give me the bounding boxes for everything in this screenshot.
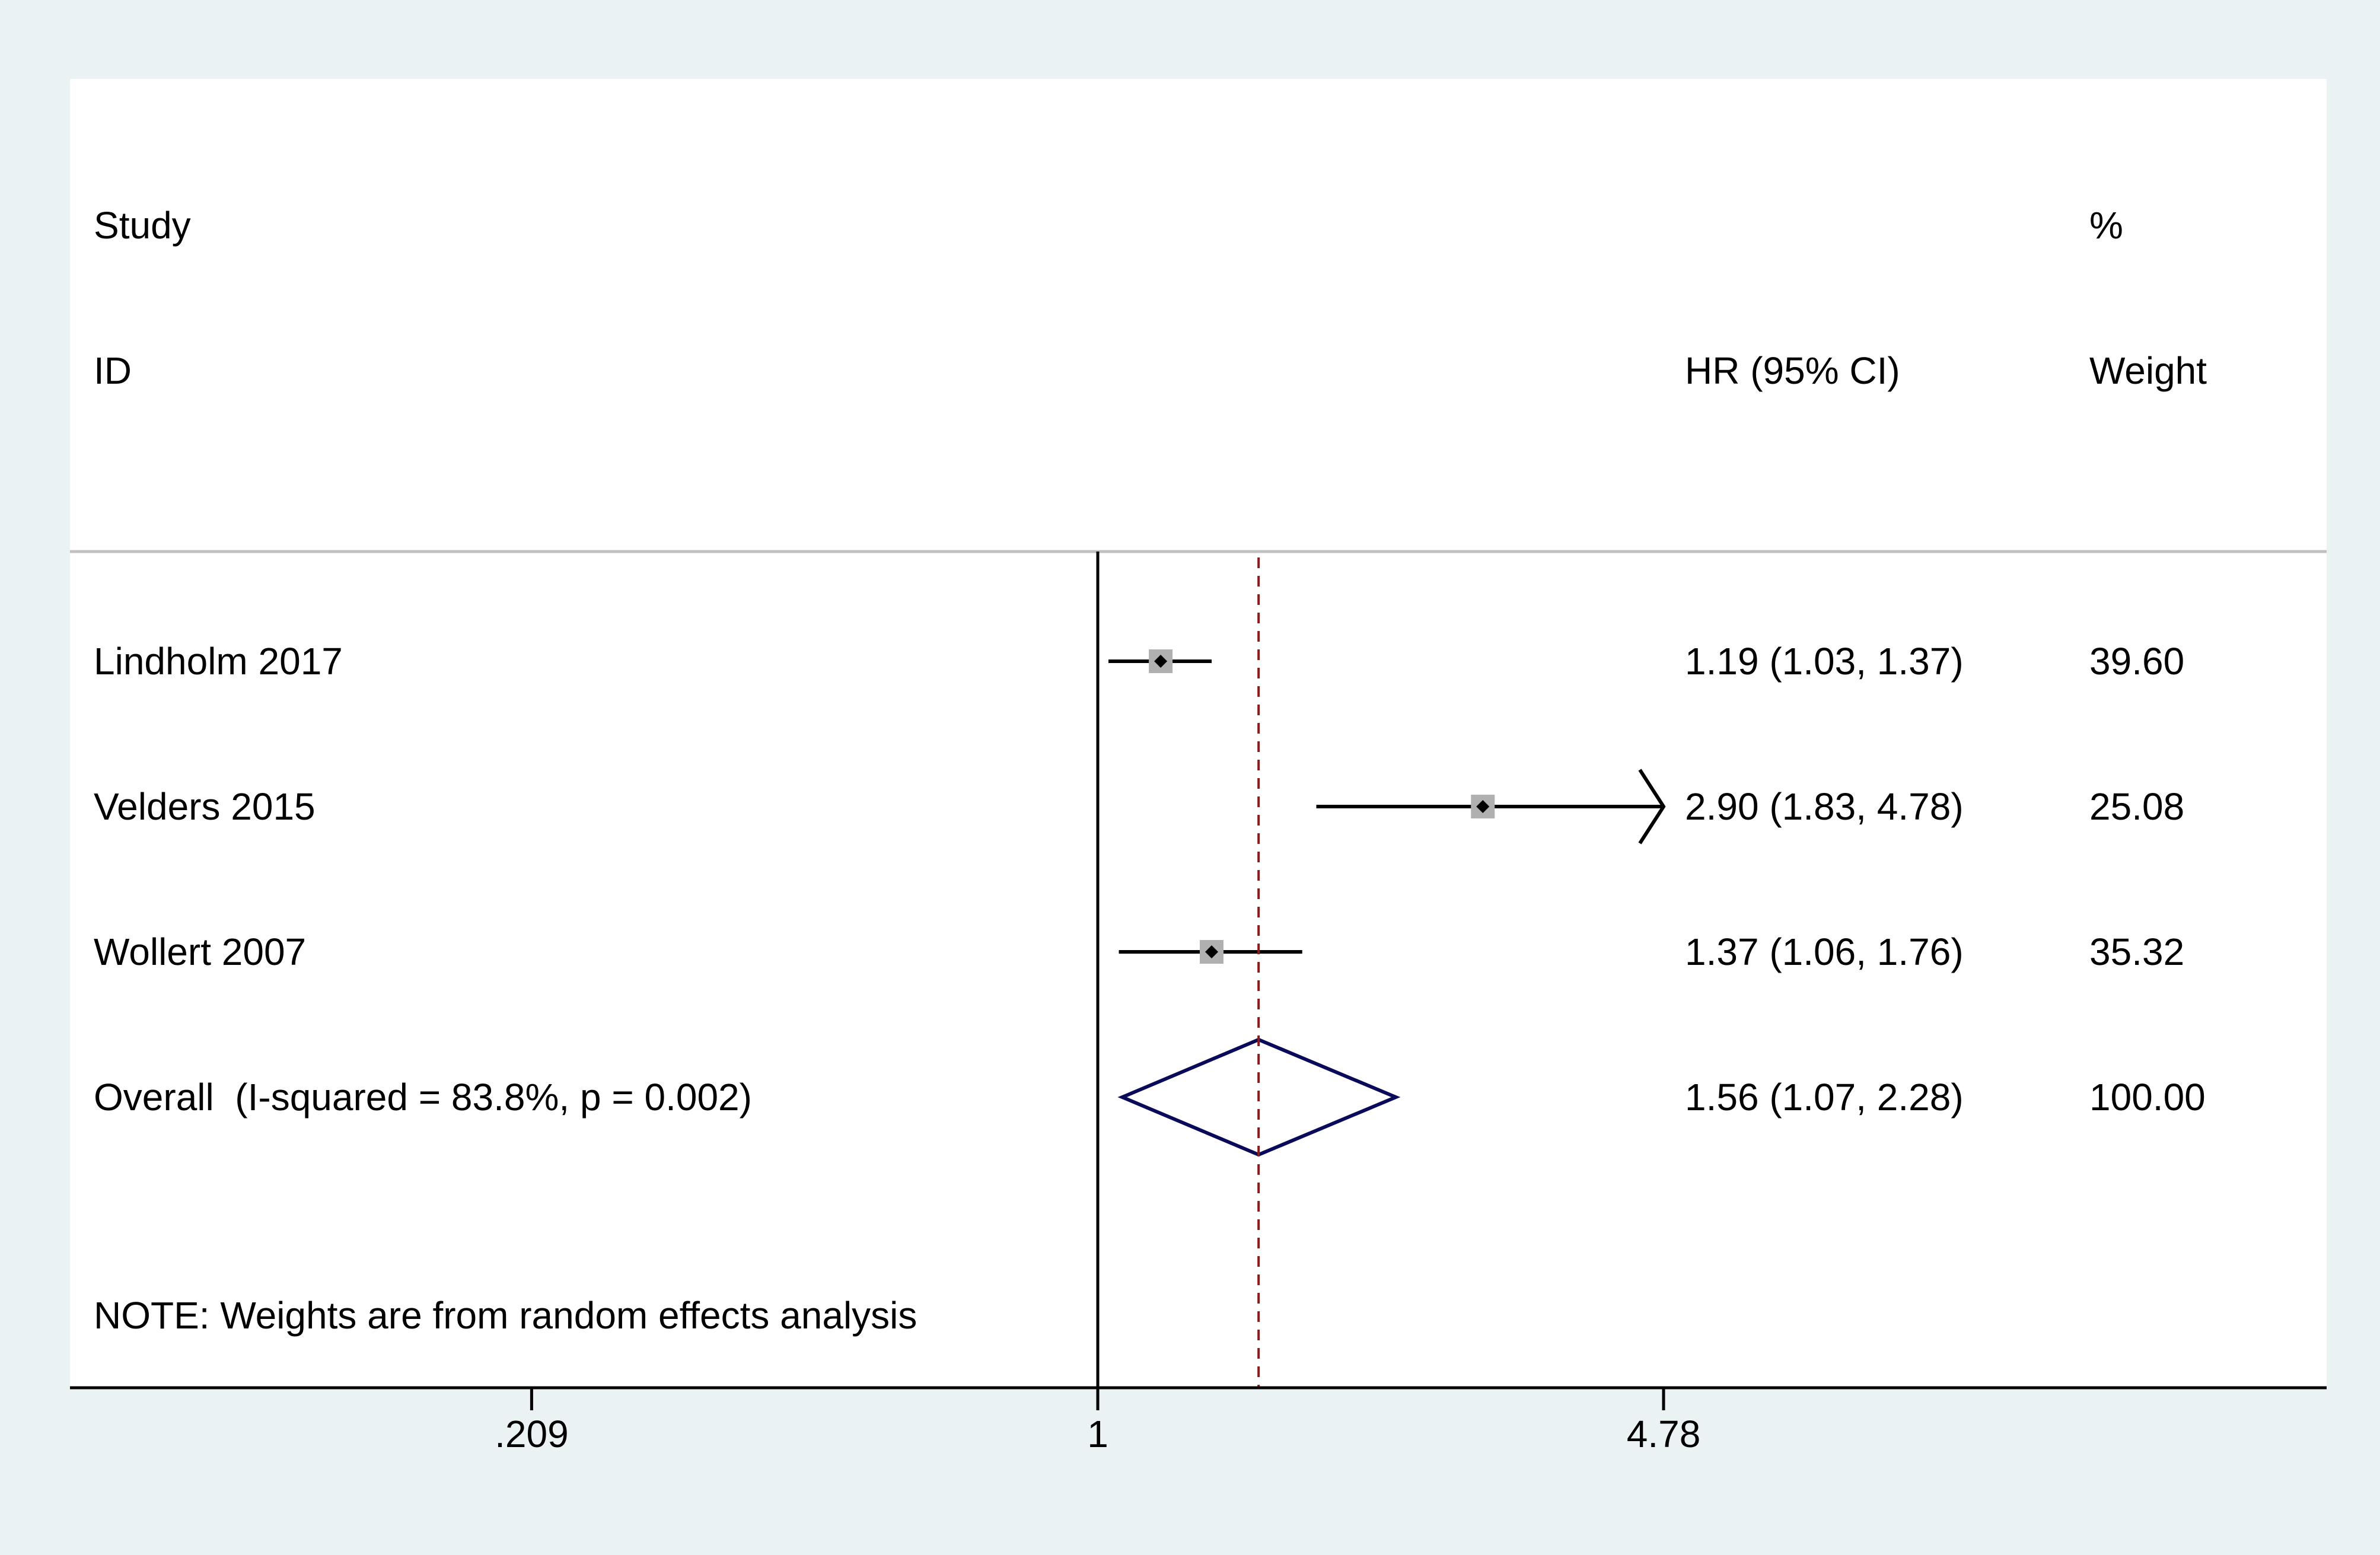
x-tick-label: .209 bbox=[495, 1413, 569, 1455]
x-tick-label: 1 bbox=[1087, 1413, 1108, 1455]
study-weight: 35.32 bbox=[2089, 931, 2184, 973]
header-id: ID bbox=[94, 349, 132, 392]
overall-hr-ci: 1.56 (1.07, 2.28) bbox=[1685, 1076, 1964, 1119]
study-weight: 25.08 bbox=[2089, 785, 2184, 828]
study-hr-ci: 2.90 (1.83, 4.78) bbox=[1685, 785, 1964, 828]
header-study: Study bbox=[94, 204, 191, 247]
study-label: Velders 2015 bbox=[94, 785, 316, 828]
study-weight: 39.60 bbox=[2089, 640, 2184, 683]
ci-arrow bbox=[1638, 769, 1666, 845]
study-row: Wollert 2007 1.37 (1.06, 1.76) 35.32 bbox=[94, 931, 2184, 973]
study-hr-ci: 1.37 (1.06, 1.76) bbox=[1685, 931, 1964, 973]
study-row: Lindholm 2017 1.19 (1.03, 1.37) 39.60 bbox=[94, 640, 2184, 683]
study-rows: Lindholm 2017 1.19 (1.03, 1.37) 39.60 Velde… bbox=[94, 640, 2184, 973]
study-row: Velders 2015 2.90 (1.83, 4.78) 25.08 bbox=[94, 769, 2184, 845]
point-estimate bbox=[1476, 800, 1490, 813]
study-label: Wollert 2007 bbox=[94, 931, 306, 973]
overall-row: Overall (I-squared = 83.8%, p = 0.002) 1.… bbox=[94, 1037, 2206, 1157]
overall-weight: 100.00 bbox=[2089, 1076, 2206, 1119]
x-tick-label: 4.78 bbox=[1627, 1413, 1701, 1455]
overall-diamond bbox=[1117, 1037, 1401, 1157]
plot-area bbox=[70, 79, 2327, 1390]
overall-label: Overall (I-squared = 83.8%, p = 0.002) bbox=[94, 1076, 752, 1119]
point-estimate bbox=[1154, 655, 1168, 668]
point-estimate bbox=[1205, 945, 1218, 958]
header-weight: Weight bbox=[2089, 349, 2207, 392]
study-label: Lindholm 2017 bbox=[94, 640, 343, 683]
x-axis-ticks: .209 1 4.78 bbox=[495, 1388, 1700, 1455]
study-hr-ci: 1.19 (1.03, 1.37) bbox=[1685, 640, 1964, 683]
header-percent: % bbox=[2089, 204, 2123, 247]
header: Study ID HR (95% CI) % Weight bbox=[94, 204, 2207, 392]
header-effect: HR (95% CI) bbox=[1685, 349, 1900, 392]
note-text: NOTE: Weights are from random effects an… bbox=[94, 1294, 917, 1337]
